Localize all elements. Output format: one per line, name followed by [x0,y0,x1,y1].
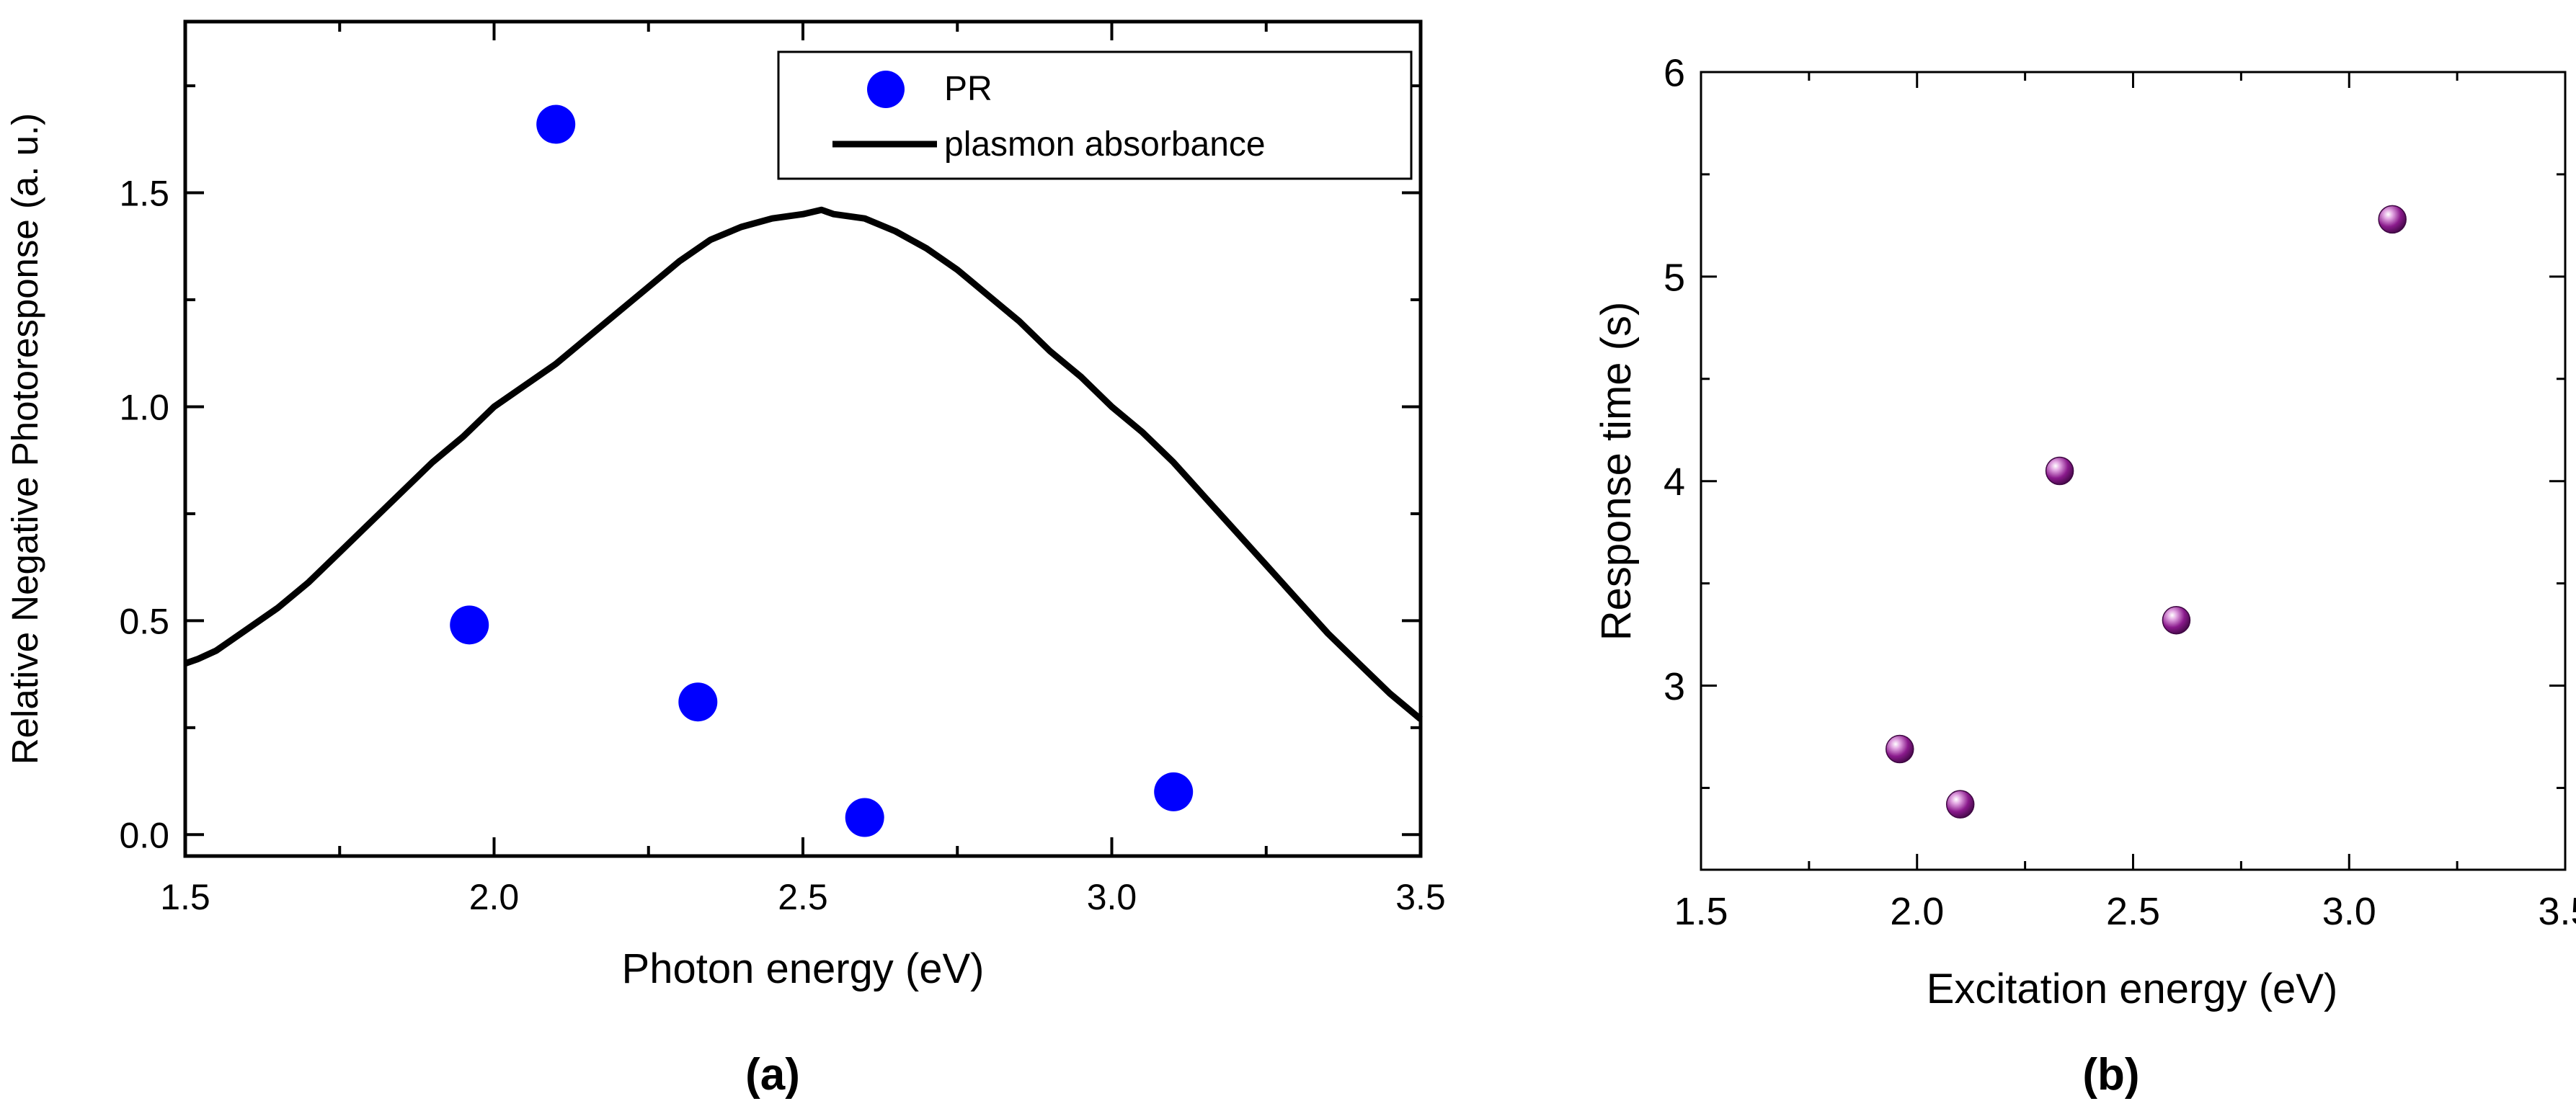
pr-point [1154,772,1194,811]
x-tick-label: 2.5 [2106,890,2160,933]
y-tick-label: 1.0 [119,387,169,427]
plasmon-absorbance-line [184,206,1423,722]
response-time-point [1945,790,1975,819]
x-tick-label: 3.0 [1087,877,1137,917]
b-ticks: 1.5 2.0 2.5 3.0 3.5 3 4 5 6 [1664,51,2576,933]
response-time-point [2162,605,2191,635]
x-axis-label-a: Photon energy (eV) [622,945,985,992]
legend-a: PR plasmon absorbance [777,50,1413,180]
x-tick-label: 2.0 [1890,890,1944,933]
b-points-group [1886,205,2407,819]
response-time-point [2045,456,2074,486]
y-tick-label: 1.5 [119,174,169,214]
legend-line-label: plasmon absorbance [944,125,1266,164]
pr-point [536,104,576,144]
pr-point [450,605,489,645]
y-tick-label: 6 [1664,51,1685,94]
y-tick-label: 0.5 [119,601,169,641]
pr-point [678,682,718,722]
x-tick-label: 2.0 [469,877,520,917]
y-tick-label: 0.0 [119,815,169,855]
chart-b: 1.5 2.0 2.5 3.0 3.5 3 4 5 6 Excitation energy (e… [1593,51,2576,1100]
y-tick-label: 5 [1664,256,1685,299]
a-line-group [184,206,1423,722]
y-axis-label-a: Relative Negative Photoresponse (a. u.) [4,113,45,765]
chart-a: 1.5 2.0 2.5 3.0 3.5 0.0 0.5 1.0 1.5 PR plasmon a… [4,19,1446,1100]
x-tick-label: 1.5 [160,877,210,917]
response-time-point [2378,205,2407,234]
x-tick-label: 3.5 [2538,890,2576,933]
caption-a: (a) [745,1050,800,1100]
x-tick-label: 3.5 [1395,877,1446,917]
y-tick-label: 4 [1664,460,1685,504]
legend-pr-marker [867,71,905,108]
response-time-point [1886,734,1914,764]
x-tick-label: 1.5 [1674,890,1728,933]
pr-point [845,798,884,837]
x-axis-label-b: Excitation energy (eV) [1927,966,2338,1012]
caption-b: (b) [2082,1050,2139,1100]
y-axis-label-b: Response time (s) [1593,302,1640,641]
y-tick-label: 3 [1664,665,1685,708]
a-points-group [450,104,1194,837]
plot-frame-b [1700,71,2567,871]
legend-pr-label: PR [944,70,992,108]
x-tick-label: 3.0 [2322,890,2376,933]
x-tick-label: 2.5 [778,877,828,917]
a-ticks: 1.5 2.0 2.5 3.0 3.5 0.0 0.5 1.0 1.5 [119,22,1446,917]
